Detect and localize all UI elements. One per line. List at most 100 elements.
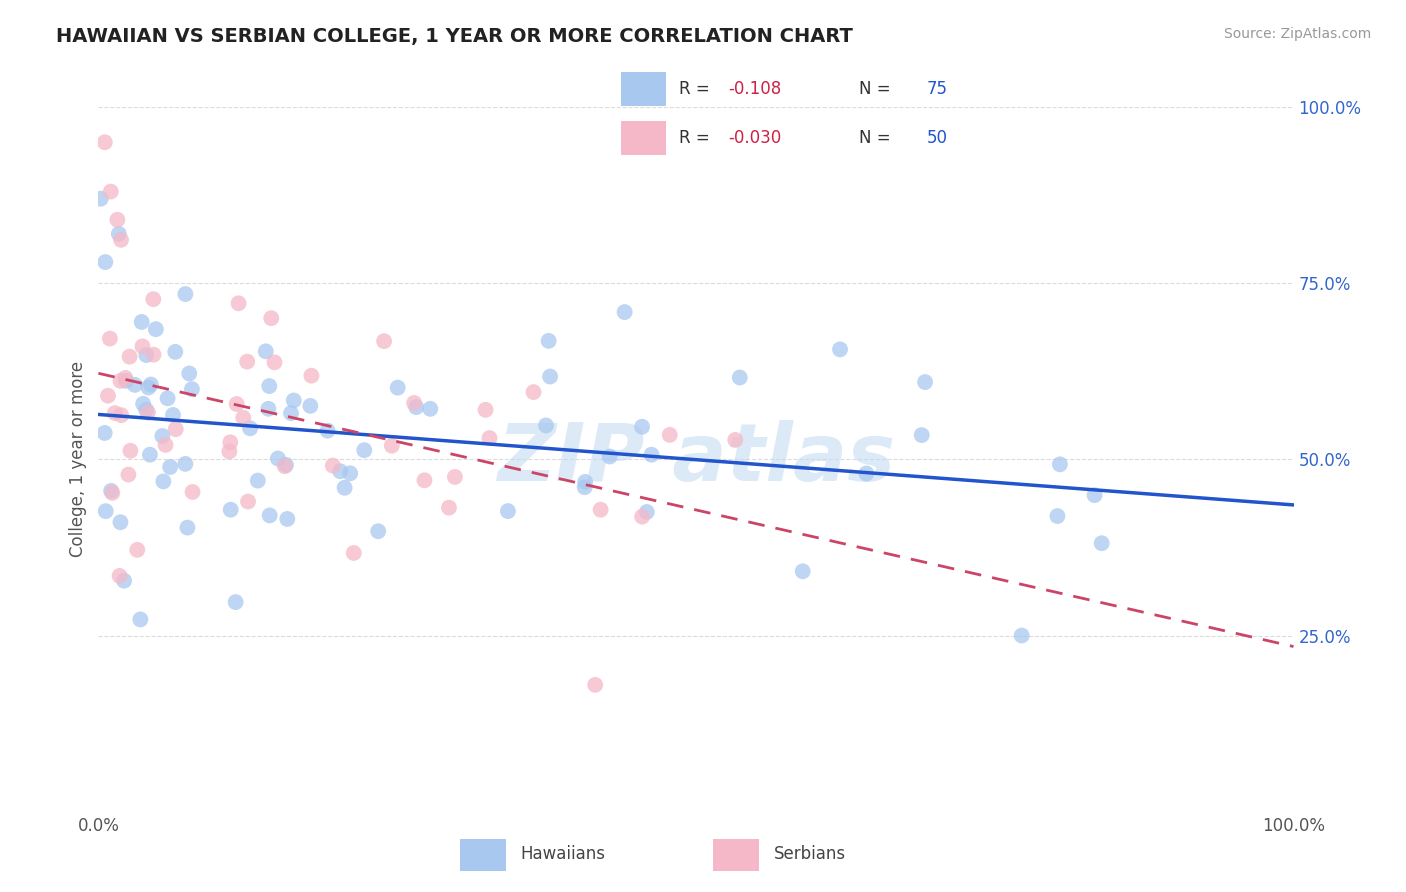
Point xyxy=(329,464,352,478)
Point xyxy=(236,494,259,508)
Point xyxy=(132,397,155,411)
Point xyxy=(165,344,187,359)
Point xyxy=(246,474,269,488)
Point xyxy=(239,421,262,435)
Point xyxy=(474,402,496,417)
Point xyxy=(120,443,142,458)
Point xyxy=(124,377,146,392)
Point xyxy=(316,424,339,438)
Point xyxy=(236,354,259,368)
Point xyxy=(259,379,281,393)
Point xyxy=(276,512,298,526)
Point xyxy=(115,374,138,388)
Point xyxy=(724,433,747,447)
Bar xyxy=(620,121,665,155)
Point xyxy=(162,408,184,422)
Point xyxy=(101,486,124,500)
Point xyxy=(496,504,519,518)
Point xyxy=(353,443,375,458)
Point xyxy=(339,467,361,481)
Point xyxy=(1091,536,1114,550)
Text: -0.030: -0.030 xyxy=(728,128,782,147)
Point xyxy=(142,292,165,306)
Point xyxy=(538,369,561,384)
Point xyxy=(98,332,121,346)
Point xyxy=(228,296,250,310)
Point xyxy=(1011,628,1033,642)
Point xyxy=(419,401,441,416)
Point xyxy=(218,444,240,458)
Point xyxy=(263,355,285,369)
Point xyxy=(911,428,934,442)
Point xyxy=(118,350,141,364)
Text: Serbians: Serbians xyxy=(773,845,846,863)
Point xyxy=(631,509,654,524)
Point xyxy=(225,595,247,609)
Text: R =: R = xyxy=(679,79,716,97)
Point xyxy=(728,370,751,384)
Point xyxy=(142,348,165,362)
Point xyxy=(855,467,877,481)
Point xyxy=(174,457,197,471)
Point xyxy=(105,212,128,227)
Point xyxy=(145,322,167,336)
Point xyxy=(522,385,544,400)
Point xyxy=(138,380,160,394)
Point xyxy=(114,371,136,385)
Point xyxy=(131,315,153,329)
Point xyxy=(135,403,157,417)
Bar xyxy=(620,71,665,105)
Point xyxy=(176,520,198,534)
Point xyxy=(613,305,636,319)
Point xyxy=(127,542,149,557)
Point xyxy=(413,473,436,487)
Point xyxy=(174,287,197,301)
Text: Hawaiians: Hawaiians xyxy=(520,845,606,863)
Point xyxy=(112,574,135,588)
Point xyxy=(225,397,247,411)
Point xyxy=(259,508,281,523)
Point xyxy=(1046,509,1069,524)
Point xyxy=(90,192,112,206)
Point xyxy=(219,502,242,516)
Point xyxy=(165,422,187,436)
Point xyxy=(135,348,157,362)
Point xyxy=(100,483,122,498)
Bar xyxy=(713,839,759,871)
Point xyxy=(110,515,132,529)
Point xyxy=(405,400,427,414)
Point xyxy=(437,500,460,515)
Text: 50: 50 xyxy=(927,128,948,147)
Point xyxy=(257,401,280,416)
Point xyxy=(156,392,179,406)
Point xyxy=(108,227,131,241)
Point xyxy=(343,546,366,560)
Point xyxy=(640,448,662,462)
Point xyxy=(534,418,557,433)
Point xyxy=(589,502,612,516)
Point xyxy=(274,458,297,472)
Point xyxy=(373,334,395,348)
Point xyxy=(108,569,131,583)
Point xyxy=(93,425,115,440)
Point xyxy=(367,524,389,539)
Point xyxy=(658,428,681,442)
Y-axis label: College, 1 year or more: College, 1 year or more xyxy=(69,361,87,558)
Point xyxy=(537,334,560,348)
Bar xyxy=(460,839,506,871)
Point xyxy=(94,504,117,518)
Point xyxy=(267,451,290,466)
Point xyxy=(254,344,277,359)
Point xyxy=(219,435,242,450)
Point xyxy=(599,450,621,464)
Point xyxy=(283,393,305,408)
Text: 75: 75 xyxy=(927,79,948,97)
Point xyxy=(1049,458,1071,472)
Point xyxy=(181,382,204,396)
Text: HAWAIIAN VS SERBIAN COLLEGE, 1 YEAR OR MORE CORRELATION CHART: HAWAIIAN VS SERBIAN COLLEGE, 1 YEAR OR M… xyxy=(56,27,853,45)
Point xyxy=(322,458,344,473)
Point xyxy=(280,406,302,420)
Point xyxy=(139,377,162,392)
Point xyxy=(110,374,132,388)
Point xyxy=(478,431,501,445)
